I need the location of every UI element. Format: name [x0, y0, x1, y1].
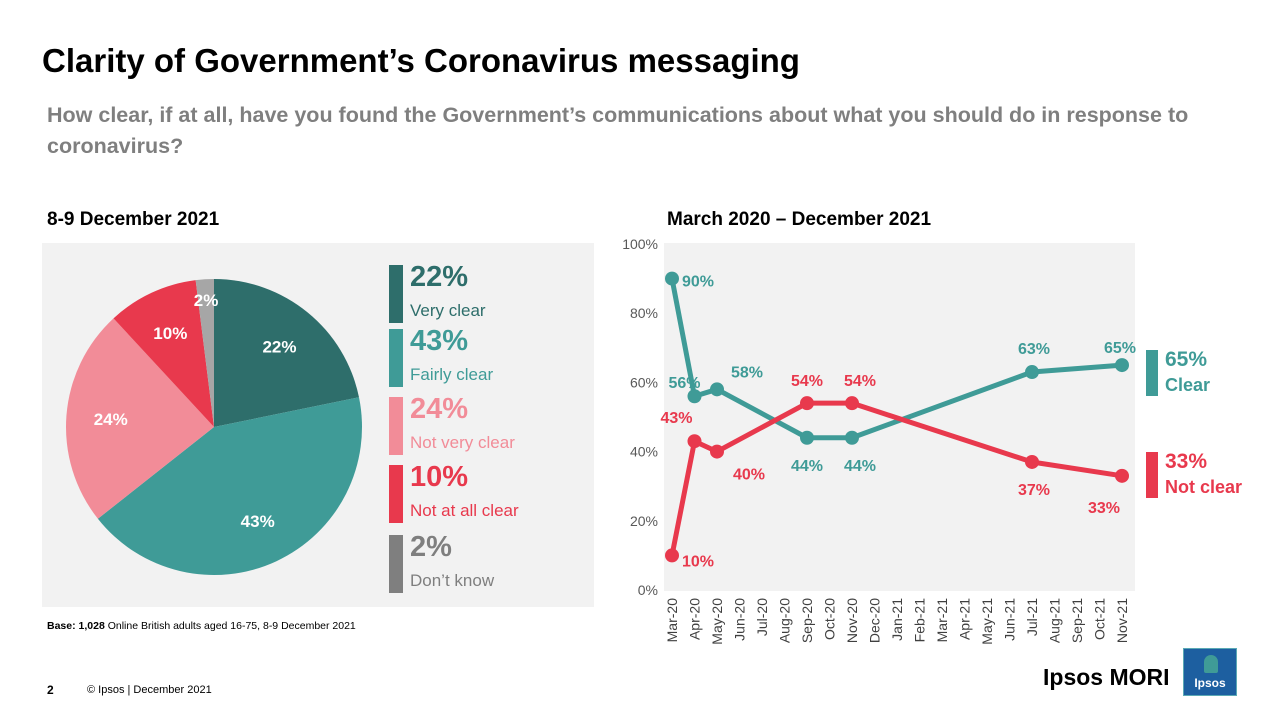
x-tick-label: Jun-20	[732, 598, 748, 641]
pie-chart-title: 8-9 December 2021	[47, 209, 220, 230]
x-tick-label: May-20	[709, 598, 725, 645]
legend-swatch	[389, 397, 403, 455]
logo-text: Ipsos	[1194, 676, 1226, 690]
survey-question: How clear, if at all, have you found the…	[47, 103, 1189, 158]
y-tick-label: 100%	[622, 236, 658, 252]
base-note-text: Online British adults aged 16-75, 8-9 De…	[104, 620, 356, 632]
y-tick-label: 0%	[638, 582, 658, 598]
brand-name: Ipsos MORI	[1043, 664, 1170, 690]
not-clear-end-pct: 33%	[1165, 450, 1208, 473]
clear-end-text: Clear	[1165, 375, 1211, 395]
x-tick-label: Jun-21	[1002, 598, 1018, 641]
x-tick-label: Aug-21	[1047, 598, 1063, 643]
base-note-bold: Base: 1,028	[47, 620, 105, 632]
x-tick-label: Jan-21	[889, 598, 905, 641]
clear-end-bar	[1146, 350, 1158, 396]
base-note: Base: 1,028 Online British adults aged 1…	[47, 620, 356, 632]
x-tick-label: Jul-21	[1024, 598, 1040, 636]
x-tick-label: Apr-21	[957, 598, 973, 640]
legend-label: Not very clear	[410, 433, 515, 452]
x-tick-label: Feb-21	[912, 598, 928, 643]
x-tick-label: Oct-20	[822, 598, 838, 640]
page-number: 2	[47, 683, 54, 697]
x-tick-label: Jul-20	[754, 598, 770, 636]
legend-swatch	[389, 465, 403, 523]
pie-slice-not-very-clear	[65, 318, 214, 519]
line-chart-panel	[664, 243, 1135, 591]
line-chart-title: March 2020 – December 2021	[667, 209, 932, 230]
pie-data-label-fairly-clear: 43%	[241, 512, 275, 531]
logo-mark-icon	[1204, 655, 1218, 673]
legend-swatch	[389, 535, 403, 593]
legend-percent: 43%	[410, 325, 469, 357]
y-tick-label: 80%	[630, 305, 658, 321]
pie-slice-very-clear	[214, 279, 359, 427]
legend-label: Very clear	[410, 301, 486, 320]
legend-percent: 2%	[410, 531, 452, 563]
pie-data-label-not-very-clear: 24%	[94, 410, 128, 429]
legend-percent: 10%	[410, 461, 469, 493]
x-tick-label: Mar-20	[664, 598, 680, 643]
not-clear-end-text: Not clear	[1165, 477, 1243, 497]
pie-data-label-not-at-all-clear: 10%	[153, 324, 187, 343]
pie-data-label-very-clear: 22%	[262, 338, 296, 357]
not-clear-end-bar	[1146, 452, 1158, 498]
x-tick-label: Oct-21	[1092, 598, 1108, 640]
pie-chart-panel: 22% 43% 24% 10% 2% 22% Very clear 43% Fairly cl…	[42, 243, 594, 607]
y-tick-label: 60%	[630, 374, 658, 390]
x-tick-label: Apr-20	[687, 598, 703, 640]
legend-label: Not at all clear	[410, 501, 519, 520]
x-tick-label: Aug-20	[777, 598, 793, 643]
y-tick-label: 20%	[630, 513, 658, 529]
page-title: Clarity of Government’s Coronavirus mess…	[42, 42, 800, 79]
pie-data-label-dont-know: 2%	[194, 291, 219, 310]
copyright-footer: © Ipsos | December 2021	[87, 684, 212, 696]
legend-percent: 24%	[410, 393, 469, 425]
clear-end-pct: 65%	[1165, 348, 1208, 371]
pie-slice-not-at-all-clear	[113, 280, 214, 427]
legend-label: Fairly clear	[410, 365, 494, 384]
ipsos-logo: Ipsos	[1183, 648, 1237, 696]
x-tick-label: Nov-21	[1114, 598, 1130, 643]
y-tick-label: 40%	[630, 444, 658, 460]
pie-slice-dont-know	[195, 279, 214, 427]
x-tick-label: Sep-21	[1069, 598, 1085, 643]
x-tick-label: May-21	[979, 598, 995, 645]
legend-swatch	[389, 329, 403, 387]
legend-swatch	[389, 265, 403, 323]
legend-percent: 22%	[410, 261, 469, 293]
x-tick-label: Nov-20	[844, 598, 860, 643]
x-tick-label: Dec-20	[867, 598, 883, 643]
pie-slice-fairly-clear	[97, 397, 362, 575]
pie-chart: 22% 43% 24% 10% 2%	[65, 279, 362, 575]
legend-label: Don’t know	[410, 571, 495, 590]
x-tick-label: Mar-21	[934, 598, 950, 643]
x-tick-label: Sep-20	[799, 598, 815, 643]
